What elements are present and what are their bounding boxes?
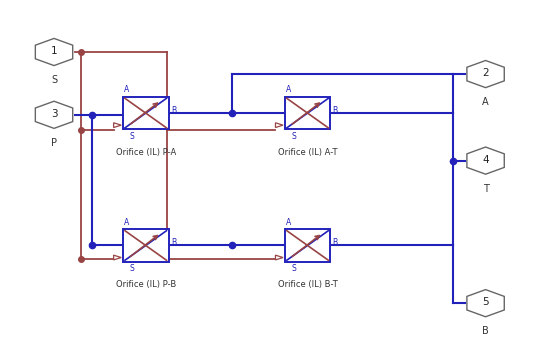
Text: S: S: [51, 75, 57, 85]
Text: Orifice (IL) P-B: Orifice (IL) P-B: [116, 280, 176, 289]
Text: B: B: [332, 106, 338, 115]
Text: 3: 3: [51, 109, 57, 119]
Text: T: T: [483, 184, 488, 194]
Text: B: B: [171, 106, 176, 115]
Text: A: A: [124, 218, 130, 227]
Text: P: P: [51, 138, 57, 148]
Polygon shape: [275, 123, 283, 128]
Polygon shape: [114, 123, 121, 128]
Text: S: S: [291, 264, 296, 273]
Bar: [284, 97, 330, 129]
Polygon shape: [467, 147, 504, 174]
Polygon shape: [275, 255, 283, 260]
Bar: [123, 229, 168, 262]
Polygon shape: [35, 38, 72, 66]
Text: S: S: [291, 131, 296, 141]
Bar: [284, 229, 330, 262]
Text: 2: 2: [482, 68, 489, 78]
Polygon shape: [35, 101, 72, 128]
Text: 4: 4: [482, 155, 489, 165]
Text: 1: 1: [51, 46, 57, 56]
Text: A: A: [286, 218, 292, 227]
Text: B: B: [171, 238, 176, 247]
Text: A: A: [482, 97, 489, 107]
Text: Orifice (IL) A-T: Orifice (IL) A-T: [278, 148, 337, 157]
Text: S: S: [129, 131, 134, 141]
Polygon shape: [467, 289, 504, 317]
Text: Orifice (IL) P-A: Orifice (IL) P-A: [116, 148, 176, 157]
Text: B: B: [482, 326, 489, 336]
Polygon shape: [467, 60, 504, 88]
Bar: [123, 97, 168, 129]
Text: S: S: [129, 264, 134, 273]
Text: B: B: [332, 238, 338, 247]
Text: Orifice (IL) B-T: Orifice (IL) B-T: [278, 280, 337, 289]
Polygon shape: [114, 255, 121, 260]
Text: 5: 5: [482, 297, 489, 307]
Text: A: A: [124, 85, 130, 94]
Text: A: A: [286, 85, 292, 94]
